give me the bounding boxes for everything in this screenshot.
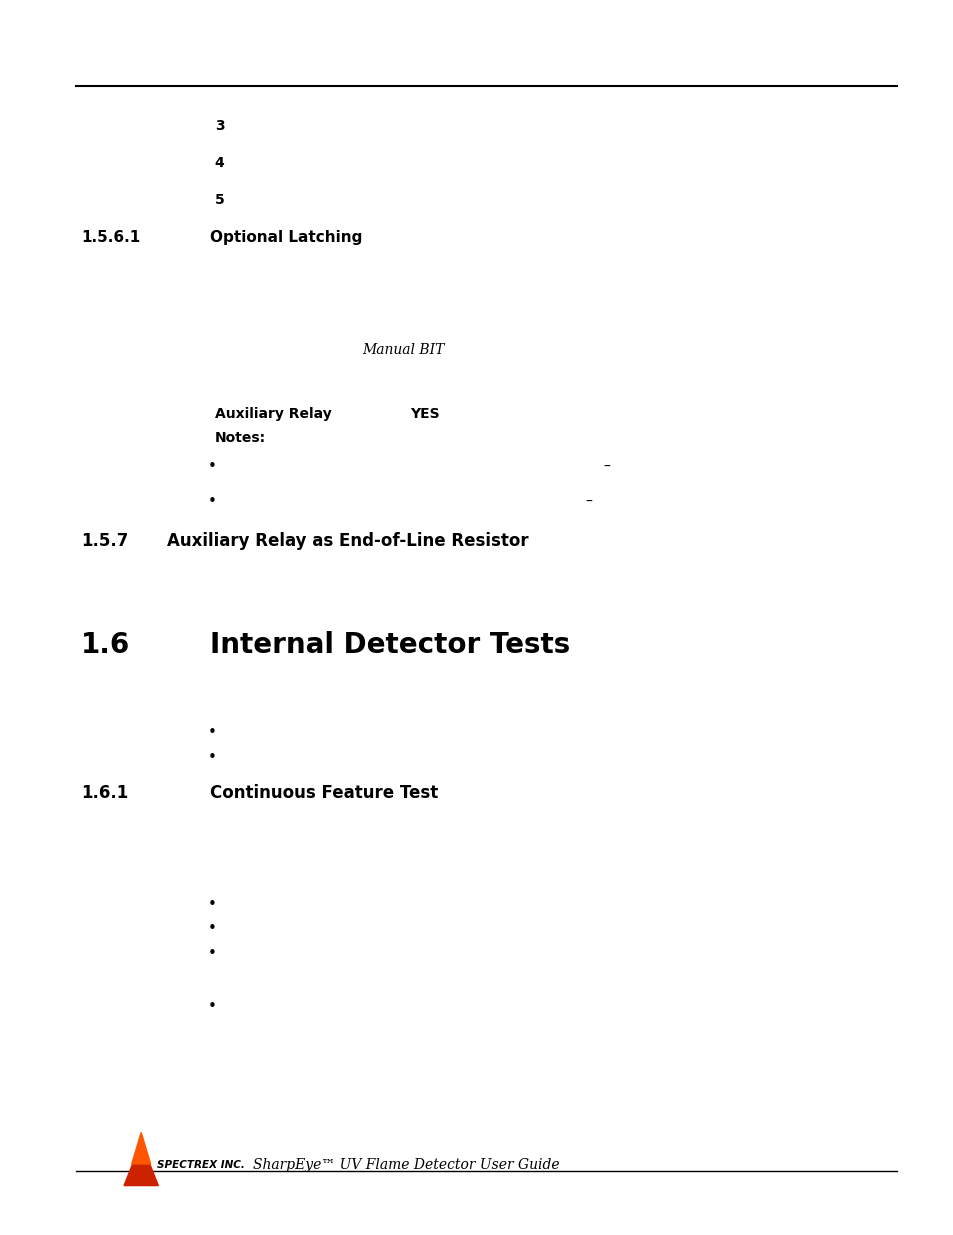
Text: Internal Detector Tests: Internal Detector Tests [210, 631, 570, 658]
Text: •: • [208, 946, 216, 961]
Polygon shape [124, 1142, 158, 1186]
Text: •: • [208, 725, 216, 740]
Text: –: – [585, 494, 592, 509]
Text: SPECTREX INC.: SPECTREX INC. [157, 1160, 245, 1170]
Text: –: – [602, 459, 609, 474]
Text: •: • [208, 494, 216, 509]
Text: •: • [208, 897, 216, 911]
Text: 1.5.6.1: 1.5.6.1 [81, 230, 140, 245]
Text: •: • [208, 750, 216, 764]
Text: Optional Latching: Optional Latching [210, 230, 362, 245]
Text: 1.6: 1.6 [81, 631, 131, 658]
Text: Manual BIT: Manual BIT [362, 342, 444, 357]
Text: 1.5.7: 1.5.7 [81, 532, 129, 550]
Text: •: • [208, 921, 216, 936]
Text: SharpEye™ UV Flame Detector User Guide: SharpEye™ UV Flame Detector User Guide [253, 1157, 558, 1172]
Text: YES: YES [410, 406, 439, 421]
Text: •: • [208, 999, 216, 1014]
Text: 3: 3 [214, 119, 224, 133]
Text: 4: 4 [214, 156, 224, 170]
Text: 1.6.1: 1.6.1 [81, 784, 129, 802]
Text: •: • [208, 459, 216, 474]
Text: Auxiliary Relay as End-of-Line Resistor: Auxiliary Relay as End-of-Line Resistor [167, 532, 528, 550]
Text: Notes:: Notes: [214, 431, 266, 446]
Polygon shape [132, 1132, 151, 1163]
Text: 5: 5 [214, 193, 224, 207]
Text: Auxiliary Relay: Auxiliary Relay [214, 406, 331, 421]
Text: Continuous Feature Test: Continuous Feature Test [210, 784, 437, 802]
